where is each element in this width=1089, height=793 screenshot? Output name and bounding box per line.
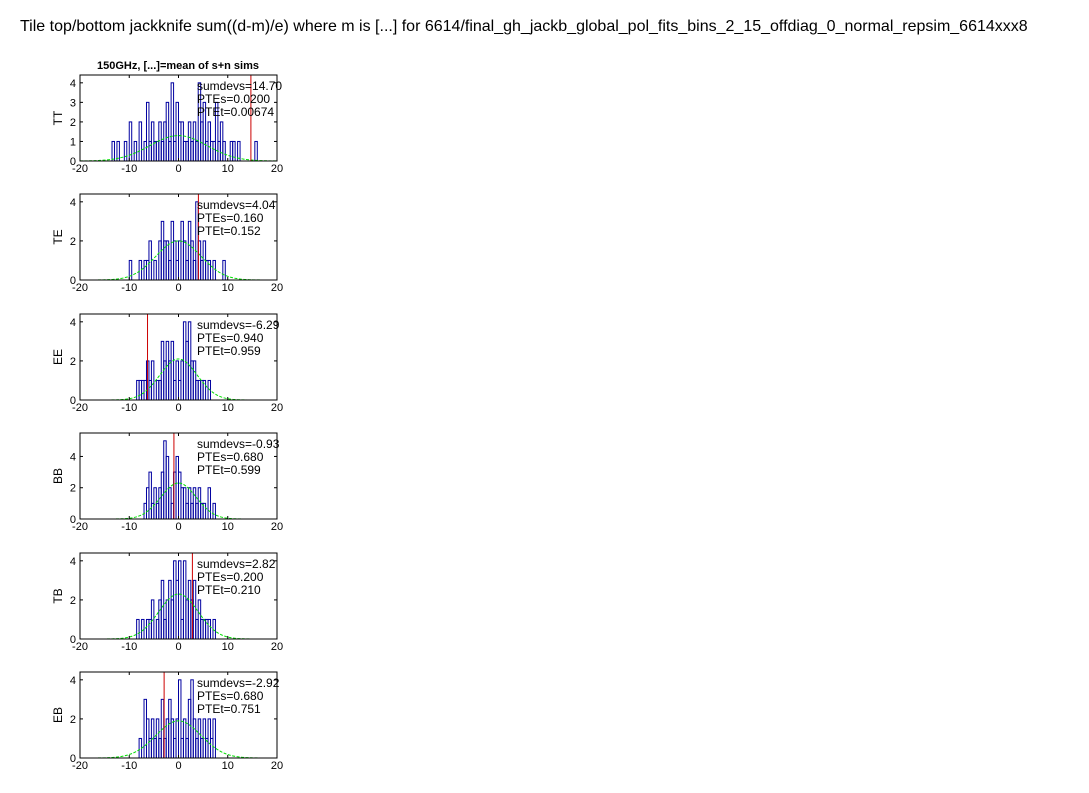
chart-4-xtick-label-0: -20 <box>72 641 88 653</box>
chart-2-stat-2: PTEt=0.959 <box>197 344 261 358</box>
panel-ee: -20 -10 0 10 20 0 2 4 EE sumdevs=-6.29PTEs=0.940P… <box>51 313 283 414</box>
chart-5-stat-2: PTEt=0.751 <box>197 702 261 716</box>
chart-4-xtick-label-2: 0 <box>175 641 181 653</box>
chart-5-gaussian-curve <box>80 720 277 759</box>
chart-3-stat-0: sumdevs=-0.93 <box>197 437 280 451</box>
chart-3-ytick-label-1: 2 <box>70 483 76 495</box>
chart-2-ytick-label-0: 0 <box>70 395 76 407</box>
chart-4-xtick-label-4: 20 <box>271 641 283 653</box>
chart-4-ylabel: TB <box>51 588 65 603</box>
chart-0-xtick-label-3: 10 <box>222 163 234 175</box>
chart-5-xtick-label-0: -20 <box>72 760 88 772</box>
chart-3-stat-1: PTEs=0.680 <box>197 450 264 464</box>
chart-3-ytick-label-0: 0 <box>70 514 76 526</box>
chart-0-xtick-label-1: -10 <box>121 163 137 175</box>
chart-1-stat-1: PTEs=0.160 <box>197 211 264 225</box>
chart-2-ytick-label-2: 4 <box>70 317 76 329</box>
chart-4-stat-2: PTEt=0.210 <box>197 583 261 597</box>
chart-2-ylabel: EE <box>51 349 65 365</box>
panel-title: 150GHz, [...]=mean of s+n sims <box>97 60 259 72</box>
chart-1-gaussian-curve <box>80 240 277 281</box>
panel-bb: -20 -10 0 10 20 0 2 4 BB sumdevs=-0.93PTEs=0.680P… <box>51 432 283 533</box>
chart-1-xtick-label-2: 0 <box>175 282 181 294</box>
chart-5-xtick-label-4: 20 <box>271 760 283 772</box>
chart-1-ylabel: TE <box>51 229 65 244</box>
chart-2-stat-1: PTEs=0.940 <box>197 331 264 345</box>
chart-3-xtick-label-0: -20 <box>72 521 88 533</box>
chart-5-ytick-label-0: 0 <box>70 753 76 765</box>
chart-4-ytick-label-2: 4 <box>70 556 76 568</box>
chart-0-xtick-label-2: 0 <box>175 163 181 175</box>
chart-1-xtick-label-4: 20 <box>271 282 283 294</box>
chart-3-xtick-label-4: 20 <box>271 521 283 533</box>
chart-2-xtick-label-4: 20 <box>271 402 283 414</box>
chart-5-ylabel: EB <box>51 707 65 723</box>
chart-5-stat-1: PTEs=0.680 <box>197 689 264 703</box>
chart-4-xtick-label-3: 10 <box>222 641 234 653</box>
chart-2-xtick-label-0: -20 <box>72 402 88 414</box>
chart-0-xtick-label-4: 20 <box>271 163 283 175</box>
chart-0-ytick-label-3: 3 <box>70 97 76 109</box>
chart-3-xtick-label-3: 10 <box>222 521 234 533</box>
chart-2-ytick-label-1: 2 <box>70 356 76 368</box>
chart-5-ytick-label-1: 2 <box>70 714 76 726</box>
chart-3-xtick-label-1: -10 <box>121 521 137 533</box>
panel-eb: -20 -10 0 10 20 0 2 4 EB sumdevs=-2.92PTEs=0.680P… <box>51 671 283 772</box>
chart-1-stat-2: PTEt=0.152 <box>197 224 261 238</box>
chart-0-ytick-label-4: 4 <box>70 78 76 90</box>
chart-2-stat-0: sumdevs=-6.29 <box>197 318 280 332</box>
chart-1-xtick-label-1: -10 <box>121 282 137 294</box>
panel-tb: -20 -10 0 10 20 0 2 4 TB sumdevs=2.82PTEs=0.200PT… <box>51 552 283 653</box>
chart-0-xtick-label-0: -20 <box>72 163 88 175</box>
chart-5-stat-0: sumdevs=-2.92 <box>197 676 280 690</box>
chart-1-ytick-label-2: 4 <box>70 197 76 209</box>
chart-0-stat-0: sumdevs=14.70 <box>197 79 282 93</box>
chart-2-xtick-label-2: 0 <box>175 402 181 414</box>
chart-0-gaussian-curve <box>80 135 277 162</box>
chart-1-stat-0: sumdevs=4.04 <box>197 198 276 212</box>
chart-3-xtick-label-2: 0 <box>175 521 181 533</box>
chart-3-ytick-label-2: 4 <box>70 451 76 463</box>
panel-te: -20 -10 0 10 20 0 2 4 TE sumdevs=4.04PTEs=0.160PT… <box>51 193 283 294</box>
chart-1-xtick-label-3: 10 <box>222 282 234 294</box>
chart-4-stat-1: PTEs=0.200 <box>197 570 264 584</box>
chart-4-stat-0: sumdevs=2.82 <box>197 557 276 571</box>
chart-0-ytick-label-1: 1 <box>70 136 76 148</box>
chart-0-stat-1: PTEs=0.0200 <box>197 92 270 106</box>
chart-5-xtick-label-2: 0 <box>175 760 181 772</box>
chart-0-ytick-label-0: 0 <box>70 156 76 168</box>
chart-5-ytick-label-2: 4 <box>70 675 76 687</box>
chart-4-ytick-label-1: 2 <box>70 595 76 607</box>
chart-1-ytick-label-1: 2 <box>70 236 76 248</box>
chart-2-xtick-label-1: -10 <box>121 402 137 414</box>
chart-1-ytick-label-0: 0 <box>70 275 76 287</box>
chart-0-ylabel: TT <box>51 110 65 125</box>
chart-1-xtick-label-0: -20 <box>72 282 88 294</box>
chart-5-xtick-label-1: -10 <box>121 760 137 772</box>
chart-5-xtick-label-3: 10 <box>222 760 234 772</box>
chart-4-xtick-label-1: -10 <box>121 641 137 653</box>
chart-0-ytick-label-2: 2 <box>70 117 76 129</box>
chart-2-xtick-label-3: 10 <box>222 402 234 414</box>
chart-4-ytick-label-0: 0 <box>70 634 76 646</box>
chart-3-stat-2: PTEt=0.599 <box>197 463 261 477</box>
chart-3-ylabel: BB <box>51 468 65 484</box>
panel-tt: -20 -10 0 10 20 0 1 2 3 4 TT sumdevs=14.70PTEs=0.02… <box>51 74 283 175</box>
page-title: Tile top/bottom jackknife sum((d-m)/e) w… <box>20 18 1028 35</box>
chart-0-stat-2: PTEt=0.00674 <box>197 105 274 119</box>
